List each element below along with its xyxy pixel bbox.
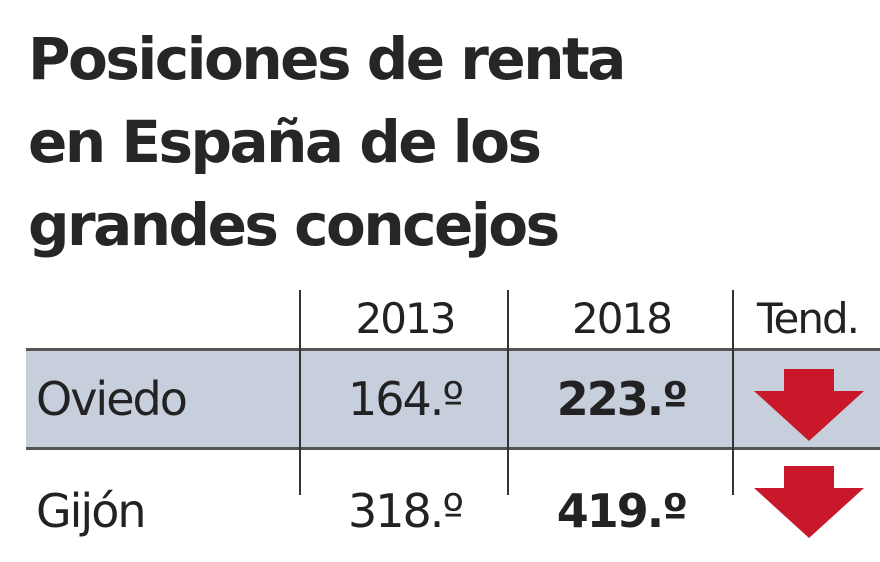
- value-2013: 164.º: [347, 372, 464, 426]
- row-name: Gijón: [36, 484, 147, 538]
- value-2013: 318.º: [347, 484, 464, 538]
- value-2018: 419.º: [556, 484, 688, 538]
- title-line: en España de los: [28, 108, 542, 176]
- table-row: Oviedo 164.º 223.º: [26, 348, 880, 450]
- trend-down-arrow-icon: [754, 466, 864, 538]
- table-row: Gijón 318.º 419.º: [26, 452, 880, 554]
- column-header-2013: 2013: [355, 294, 457, 343]
- column-divider: [507, 290, 509, 495]
- row-name: Oviedo: [36, 372, 188, 426]
- trend-down-arrow-icon: [754, 369, 864, 441]
- column-divider: [299, 290, 301, 495]
- column-header-trend: Tend.: [757, 294, 860, 343]
- column-header-2018: 2018: [572, 294, 673, 343]
- title-line: grandes concejos: [28, 191, 560, 259]
- column-divider: [732, 290, 734, 495]
- page-title: Posiciones de renta en España de los gra…: [28, 18, 626, 267]
- title-line: Posiciones de renta: [28, 25, 626, 93]
- value-2018: 223.º: [556, 372, 688, 426]
